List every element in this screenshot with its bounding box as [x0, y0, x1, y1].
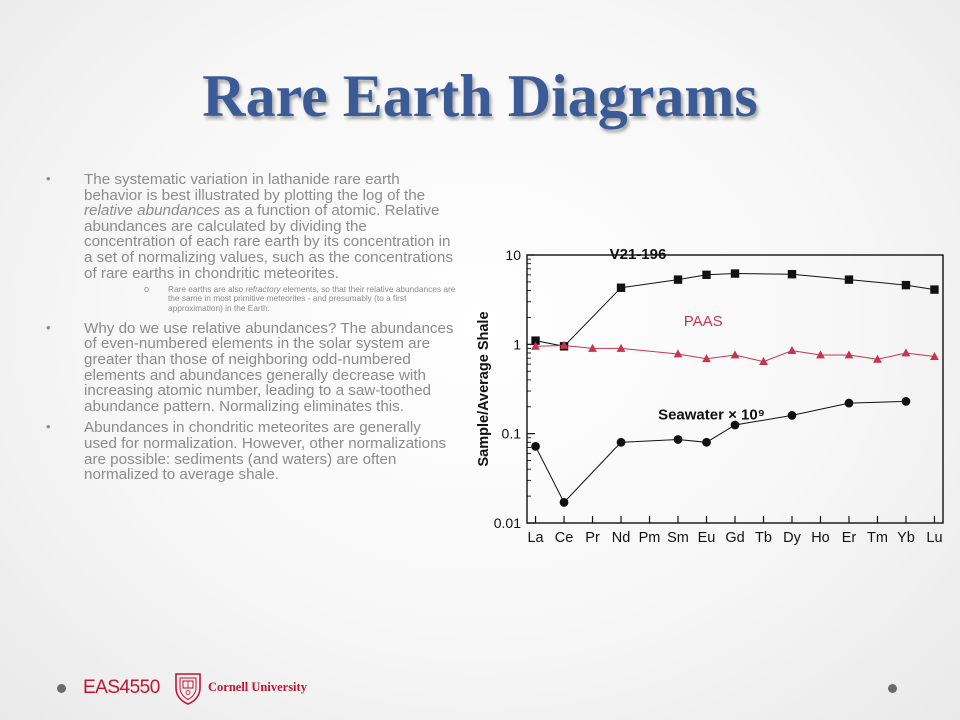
x-tick-label-pm: Pm — [639, 530, 661, 546]
bullet-1-emphasis: relative abundances — [84, 202, 220, 220]
series-1-point-ce — [559, 340, 569, 349]
x-tick-label-tm: Tm — [867, 530, 888, 546]
y-tick-label: 0.01 — [494, 515, 521, 531]
series-label-0: V21-196 — [610, 246, 667, 263]
bullet-2-text: Why do we use relative abundances? The a… — [84, 319, 454, 415]
bullet-1-text-start: The systematic variation in lathanide ra… — [84, 171, 426, 204]
series-2-point-sm — [673, 435, 683, 444]
x-tick-label-ho: Ho — [811, 530, 830, 546]
series-0-point-lu — [930, 285, 939, 294]
series-2-point-ce — [559, 498, 569, 507]
series-0-point-nd — [616, 283, 626, 292]
y-tick-label: 0.1 — [502, 426, 522, 442]
slide-title: Rare Earth Diagrams — [202, 63, 758, 129]
x-tick-label-dy: Dy — [783, 530, 801, 546]
sub-bullet-circle-icon: o — [144, 284, 150, 295]
series-1-point-la — [531, 341, 540, 350]
series-1-point-eu — [702, 354, 711, 363]
series-2-point-eu — [702, 437, 711, 447]
sub-bullet: o Rare earths are also refractory elemen… — [84, 284, 457, 313]
series-line-0 — [535, 272, 935, 347]
series-label-1: PAAS — [684, 313, 723, 330]
series-2-point-er — [844, 398, 854, 408]
y-tick-label: 1 — [513, 336, 521, 352]
y-tick-label: 10 — [505, 247, 521, 263]
series-1-point-er — [844, 350, 854, 359]
series-0-point-sm — [673, 275, 683, 284]
series-1-point-pr — [588, 343, 597, 352]
university-name: Cornell University — [208, 680, 307, 694]
x-tick-label-er: Er — [842, 530, 857, 546]
x-tick-label-sm: Sm — [667, 530, 689, 546]
bullet-dot-icon: • — [46, 419, 51, 435]
series-1-point-ho — [816, 350, 825, 359]
x-tick-label-la: La — [527, 530, 544, 546]
slide-body: • The systematic variation in lathanide … — [42, 171, 457, 489]
chart-svg: 10 1 0.1 0.01 La Ce Pr Nd Pm Sm Eu Gd Tb Dy Ho Er Tm Yb Lu… — [476, 246, 944, 546]
series-1-point-lu — [930, 351, 939, 360]
x-tick-label-ce: Ce — [555, 530, 574, 546]
course-code: EAS4550 — [83, 677, 160, 698]
bullet-3: • Abundances in chondritic meteorites ar… — [42, 419, 457, 484]
sub-bullet-text-end: elements, so that their relative abundan… — [168, 284, 456, 313]
series-2-point-gd — [730, 420, 740, 430]
series-0-point-er — [844, 275, 854, 284]
x-tick-label-yb: Yb — [897, 530, 915, 546]
x-tick-label-nd: Nd — [612, 530, 631, 546]
series-1-point-sm — [673, 349, 683, 358]
sub-bullet-emphasis: refractory — [245, 284, 281, 295]
bullet-dot-icon: • — [46, 171, 51, 186]
series-0-point-la — [531, 336, 540, 345]
bullet-1-text-end: as a function of atomic. Relative abunda… — [84, 202, 453, 282]
series-0-point-dy — [787, 269, 797, 279]
series-0-point-eu — [702, 270, 711, 280]
series-0-point-yb — [901, 280, 911, 290]
footer: EAS4550 Cornell University — [0, 665, 960, 715]
series-1-point-dy — [787, 346, 797, 355]
x-tick-label-gd: Gd — [725, 530, 744, 546]
x-tick-label-lu: Lu — [926, 530, 942, 546]
plot-frame — [526, 254, 944, 524]
series-0-point-gd — [730, 269, 740, 278]
series-1-point-yb — [901, 348, 911, 357]
x-tick-label-eu: Eu — [698, 530, 716, 546]
bullet-3-text: Abundances in chondritic meteorites are … — [84, 419, 447, 484]
series-1-point-nd — [616, 343, 626, 352]
series-line-1 — [535, 344, 935, 363]
footer-right-dot-icon — [888, 684, 897, 693]
university-seal-icon — [175, 673, 201, 705]
sub-bullet-text-start: Rare earths are also — [168, 284, 246, 295]
series-1-point-tm — [873, 354, 882, 363]
y-axis-label: Sample/Average Shale — [476, 311, 492, 466]
x-tick-label-pr: Pr — [585, 530, 600, 546]
series-label-2: Seawater × 10⁹ — [658, 406, 765, 423]
x-tick-label-tb: Tb — [755, 530, 772, 546]
series-2-point-nd — [616, 437, 626, 447]
footer-left-dot-icon — [57, 684, 66, 693]
rare-earth-chart: 10 1 0.1 0.01 La Ce Pr Nd Pm Sm Eu Gd Tb Dy Ho Er Tm Yb Lu… — [472, 236, 952, 566]
bullet-1: • The systematic variation in lathanide … — [42, 171, 457, 313]
series-1-point-gd — [730, 350, 740, 359]
series-2-point-la — [531, 442, 540, 451]
bullet-dot-icon: • — [46, 319, 51, 335]
bullet-2: • Why do we use relative abundances? The… — [42, 319, 457, 415]
series-1-point-tb — [759, 357, 768, 366]
series-2-point-dy — [787, 411, 797, 420]
series-2-point-yb — [901, 396, 911, 406]
